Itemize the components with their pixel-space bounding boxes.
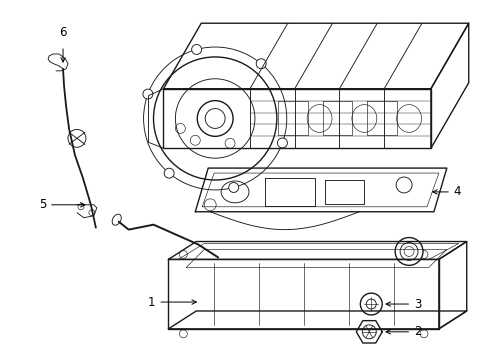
Text: 2: 2 [386,325,421,338]
Ellipse shape [112,214,121,225]
Circle shape [419,251,427,258]
Circle shape [360,293,382,315]
Circle shape [191,45,201,54]
Text: 1: 1 [148,296,196,309]
Circle shape [256,59,265,69]
Circle shape [179,251,187,258]
Circle shape [179,330,187,338]
Text: 3: 3 [386,297,421,311]
Circle shape [277,138,287,148]
Text: 6: 6 [59,26,67,39]
Circle shape [228,183,238,193]
Circle shape [419,330,427,338]
Circle shape [362,325,375,339]
Text: 4: 4 [432,185,460,198]
Text: 5: 5 [39,198,85,211]
Circle shape [164,168,174,178]
Circle shape [142,89,153,99]
Circle shape [394,238,422,265]
